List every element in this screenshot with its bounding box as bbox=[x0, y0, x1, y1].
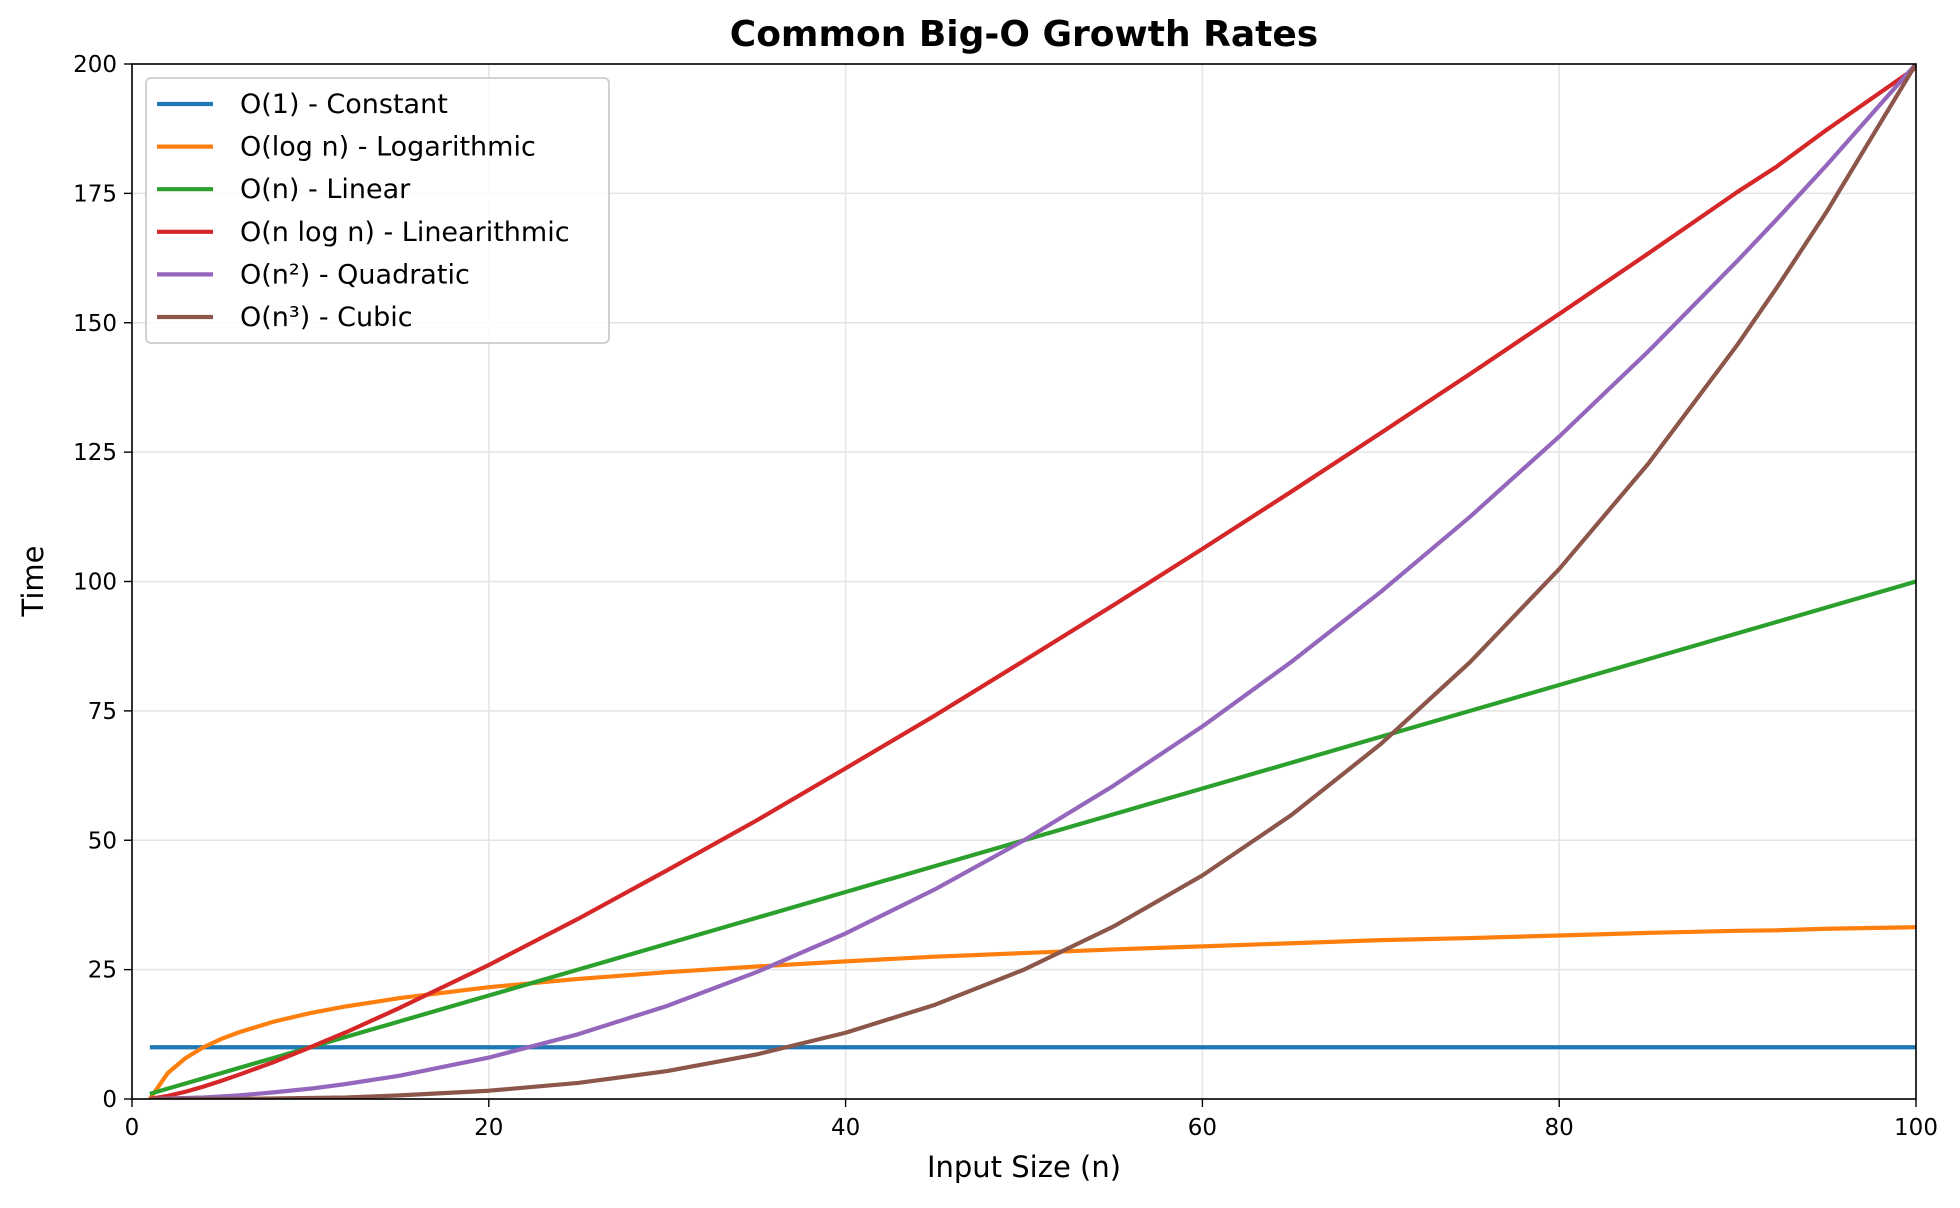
y-tick-label: 25 bbox=[88, 958, 117, 984]
legend-label-5: O(n²) - Quadratic bbox=[240, 259, 470, 290]
legend-box bbox=[145, 77, 610, 344]
series-line-6 bbox=[149, 64, 1916, 1099]
x-tick-label: 20 bbox=[474, 1115, 503, 1141]
x-tick-label: 80 bbox=[1545, 1115, 1574, 1141]
series-line-2 bbox=[148, 925, 1916, 1099]
legend-label-2: O(log n) - Logarithmic bbox=[240, 132, 536, 163]
legend-items: O(1) - Constant O(log n) - Logarithmic O(n… bbox=[157, 89, 570, 333]
y-tick-label: 100 bbox=[73, 570, 117, 596]
y-tick-label: 175 bbox=[73, 181, 117, 207]
y-tick-label: 75 bbox=[88, 699, 117, 725]
y-tick-label: 50 bbox=[88, 828, 117, 854]
x-tick-label: 0 bbox=[125, 1115, 140, 1141]
series-line-4 bbox=[149, 65, 1916, 1099]
legend-label-4: O(n log n) - Linearithmic bbox=[240, 217, 570, 248]
x-tick-label: 60 bbox=[1188, 1115, 1217, 1141]
x-tick-label: 40 bbox=[831, 1115, 860, 1141]
x-tick-label: 100 bbox=[1894, 1115, 1938, 1141]
series-line-5 bbox=[149, 64, 1916, 1099]
y-axis-label: Time bbox=[16, 546, 50, 618]
series-layer bbox=[148, 64, 1916, 1099]
legend-label-3: O(n) - Linear bbox=[240, 174, 411, 205]
y-tick-label: 125 bbox=[73, 440, 117, 466]
legend-label-6: O(n³) - Cubic bbox=[240, 302, 413, 333]
legend-label-1: O(1) - Constant bbox=[240, 89, 448, 120]
series-line-3 bbox=[149, 579, 1916, 1096]
legend: O(1) - Constant O(log n) - Logarithmic O(n… bbox=[145, 77, 610, 344]
y-tick-label: 0 bbox=[102, 1087, 117, 1113]
chart-title: Common Big-O Growth Rates bbox=[730, 14, 1318, 55]
tick-layer: 0 20 40 60 80 100 0 25 50 75 100 125 150 175 200 bbox=[73, 52, 1938, 1141]
x-axis-label: Input Size (n) bbox=[927, 1150, 1121, 1184]
y-tick-label: 150 bbox=[73, 311, 117, 337]
y-tick-label: 200 bbox=[73, 52, 117, 78]
